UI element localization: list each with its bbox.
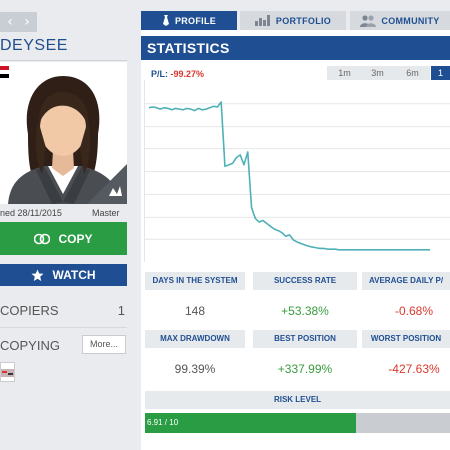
copying-row: COPYING [0, 338, 127, 353]
people-icon [360, 14, 377, 27]
female-avatar-icon [8, 76, 120, 204]
pl-line-chart [144, 80, 450, 262]
watch-label: WATCH [52, 268, 96, 282]
tab-label: PORTFOLIO [275, 15, 332, 26]
header-risk-level: RISK LEVEL [145, 391, 450, 409]
copy-label: COPY [58, 231, 93, 246]
avatar [0, 62, 127, 204]
header-avg-daily: AVERAGE DAILY P/ [362, 272, 450, 290]
divider [0, 60, 127, 61]
value-max-drawdown: 99.39% [174, 362, 216, 376]
divider [0, 327, 127, 328]
tab-label: PROFILE [174, 15, 217, 26]
pl-value: -99.27% [170, 69, 205, 79]
value-worst-position: -427.63% [388, 362, 440, 376]
copiers-row: COPIERS 1 [0, 303, 127, 318]
range-1m[interactable]: 1m [327, 66, 362, 80]
range-6m[interactable]: 6m [395, 66, 430, 80]
value-best-position: +337.99% [277, 362, 333, 376]
chevron-right-icon: › [24, 14, 30, 30]
more-button[interactable]: More... [82, 335, 126, 354]
range-3m[interactable]: 3m [360, 66, 395, 80]
statistics-panel: STATISTICS P/L: -99.27% 1m 3m 6m 1 DAYS … [141, 30, 450, 450]
series-line [148, 101, 431, 251]
copying-label: COPYING [0, 338, 60, 353]
range-1y[interactable]: 1 [431, 66, 450, 80]
header-worst-position: WORST POSITION [362, 330, 450, 348]
next-button[interactable]: › [17, 12, 37, 32]
risk-level-bar: 6.91 / 10 [145, 413, 450, 433]
flag-icon [0, 66, 9, 78]
chevron-left-icon: ‹ [7, 14, 13, 30]
tie-icon [162, 15, 169, 26]
statistics-title: STATISTICS [141, 36, 450, 60]
watch-button[interactable]: WATCH [0, 264, 127, 286]
header-days: DAYS IN THE SYSTEM [145, 272, 245, 290]
copied-trader-avatar-icon [1, 369, 14, 377]
value-days: 148 [184, 304, 206, 318]
header-best-position: BEST POSITION [253, 330, 357, 348]
header-success-rate: SUCCESS RATE [253, 272, 357, 290]
tab-portfolio[interactable]: PORTFOLIO [240, 11, 346, 30]
copiers-label: COPIERS [0, 303, 59, 318]
copiers-value: 1 [117, 303, 125, 318]
bar-chart-icon [254, 15, 270, 26]
tab-label: COMMUNITY [381, 15, 440, 26]
username: DEYSEE [0, 37, 68, 54]
copied-trader-thumbnail[interactable] [0, 362, 15, 382]
prev-button[interactable]: ‹ [0, 12, 20, 32]
risk-level-fill: 6.91 / 10 [145, 413, 356, 433]
value-avg-daily: -0.68% [394, 304, 434, 318]
pl-label: P/L: [151, 69, 168, 79]
copy-icon [34, 233, 51, 244]
trader-badge-icon [87, 164, 127, 204]
value-success-rate: +53.38% [281, 304, 329, 318]
joined-date: ned 28/11/2015 [0, 208, 62, 218]
star-plus-icon [31, 269, 44, 281]
copy-button[interactable]: COPY [0, 222, 127, 255]
pl-readout: P/L: -99.27% [151, 69, 204, 79]
tab-community[interactable]: COMMUNITY [350, 11, 450, 30]
trader-level: Master [92, 208, 120, 218]
tab-profile[interactable]: PROFILE [141, 11, 237, 30]
header-max-drawdown: MAX DRAWDOWN [145, 330, 245, 348]
